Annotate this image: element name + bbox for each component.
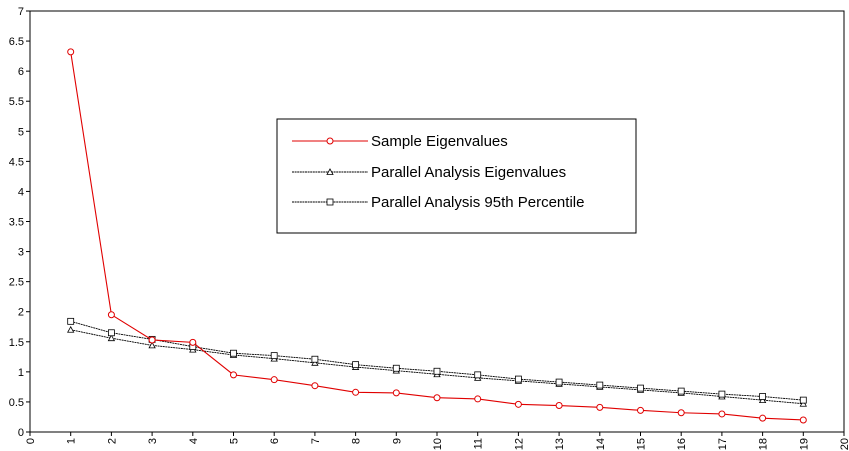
data-point [637, 406, 644, 414]
legend-swatch-marker [326, 198, 334, 206]
x-tick-label: 17 [717, 438, 729, 450]
y-tick-label: 3.5 [9, 217, 24, 229]
data-point [311, 355, 319, 363]
data-point [474, 371, 482, 379]
x-tick-label: 9 [391, 438, 403, 444]
data-point [514, 400, 522, 408]
series-line [70, 320, 804, 401]
data-point [759, 414, 767, 422]
data-point [311, 382, 319, 390]
data-point [230, 371, 237, 379]
x-tick-label: 12 [513, 438, 525, 450]
legend: Sample Eigenvalues Parallel Analysis Eige… [276, 118, 637, 234]
y-axis: 0 0.5 1 1.5 2 2.5 3 3.5 4 4.5 5 5.5 6 6.5 7 [9, 6, 30, 439]
x-tick-label: 5 [229, 438, 241, 444]
data-point [677, 409, 685, 417]
x-tick-label: 8 [351, 438, 363, 444]
data-point [148, 336, 156, 344]
y-tick-label: 5.5 [9, 96, 24, 108]
x-tick-label: 13 [554, 438, 566, 450]
data-point [555, 378, 563, 386]
data-point [107, 334, 116, 342]
series-line [70, 51, 804, 421]
x-tick-label: 1 [66, 438, 78, 444]
y-tick-label: 2.5 [9, 277, 24, 289]
data-point [108, 329, 115, 337]
x-tick-label: 4 [188, 438, 200, 444]
y-tick-label: 0 [18, 427, 24, 439]
legend-label: Parallel Analysis Eigenvalues [371, 164, 566, 181]
x-tick-label: 2 [106, 438, 118, 444]
data-point [637, 384, 644, 392]
x-tick-label: 14 [595, 438, 607, 450]
x-tick-label: 10 [432, 438, 444, 450]
data-point [352, 388, 360, 396]
data-point [67, 325, 75, 333]
data-point [67, 317, 75, 325]
x-tick-label: 7 [310, 438, 322, 444]
x-tick-label: 0 [25, 438, 37, 444]
data-point [515, 375, 522, 383]
data-point [352, 361, 360, 369]
series-layer [67, 48, 807, 424]
data-point [270, 352, 278, 360]
x-tick-label: 16 [676, 438, 688, 450]
y-tick-label: 7 [18, 6, 24, 18]
y-tick-label: 1 [18, 367, 24, 379]
legend-label: Parallel Analysis 95th Percentile [371, 194, 584, 211]
data-point [270, 376, 278, 384]
y-tick-label: 5 [18, 126, 24, 138]
data-point [148, 341, 156, 349]
data-point [67, 48, 75, 56]
legend-swatch-marker [326, 168, 334, 175]
data-point [718, 410, 726, 418]
data-point [433, 394, 441, 402]
legend-box [276, 118, 637, 234]
series-3 [67, 317, 807, 404]
y-tick-label: 4 [18, 186, 24, 198]
data-point [189, 338, 197, 346]
x-tick-label: 15 [636, 438, 648, 450]
data-point [596, 381, 604, 389]
x-tick-label: 19 [798, 438, 810, 450]
series-1 [67, 48, 807, 424]
data-point [677, 387, 685, 395]
y-tick-label: 4.5 [9, 156, 24, 168]
y-tick-label: 6.5 [9, 36, 24, 48]
data-point [596, 403, 604, 411]
data-point [230, 349, 237, 357]
x-tick-label: 11 [473, 438, 485, 449]
legend-label: Sample Eigenvalues [371, 133, 508, 150]
data-point [555, 402, 563, 410]
y-tick-label: 3 [18, 247, 24, 259]
x-tick-label: 6 [269, 438, 281, 444]
data-point [474, 395, 482, 403]
data-point [392, 364, 400, 372]
x-axis: 0 1 2 3 4 5 6 7 8 9 10 11 12 13 14 15 16 17 18 19 20 [25, 432, 849, 450]
data-point [799, 416, 807, 424]
data-point [107, 311, 115, 319]
data-point [799, 396, 807, 404]
y-tick-label: 6 [18, 66, 24, 78]
data-point [718, 390, 726, 398]
data-point [759, 393, 766, 400]
y-tick-label: 0.5 [9, 397, 24, 409]
x-tick-label: 3 [147, 438, 159, 444]
legend-swatch-marker [326, 137, 334, 145]
x-tick-label: 18 [758, 438, 770, 450]
y-tick-label: 1.5 [9, 337, 24, 349]
series-line [70, 329, 804, 405]
x-tick-label: 20 [839, 438, 849, 450]
y-tick-label: 2 [18, 307, 24, 319]
data-point [392, 389, 400, 397]
data-point [433, 367, 441, 375]
